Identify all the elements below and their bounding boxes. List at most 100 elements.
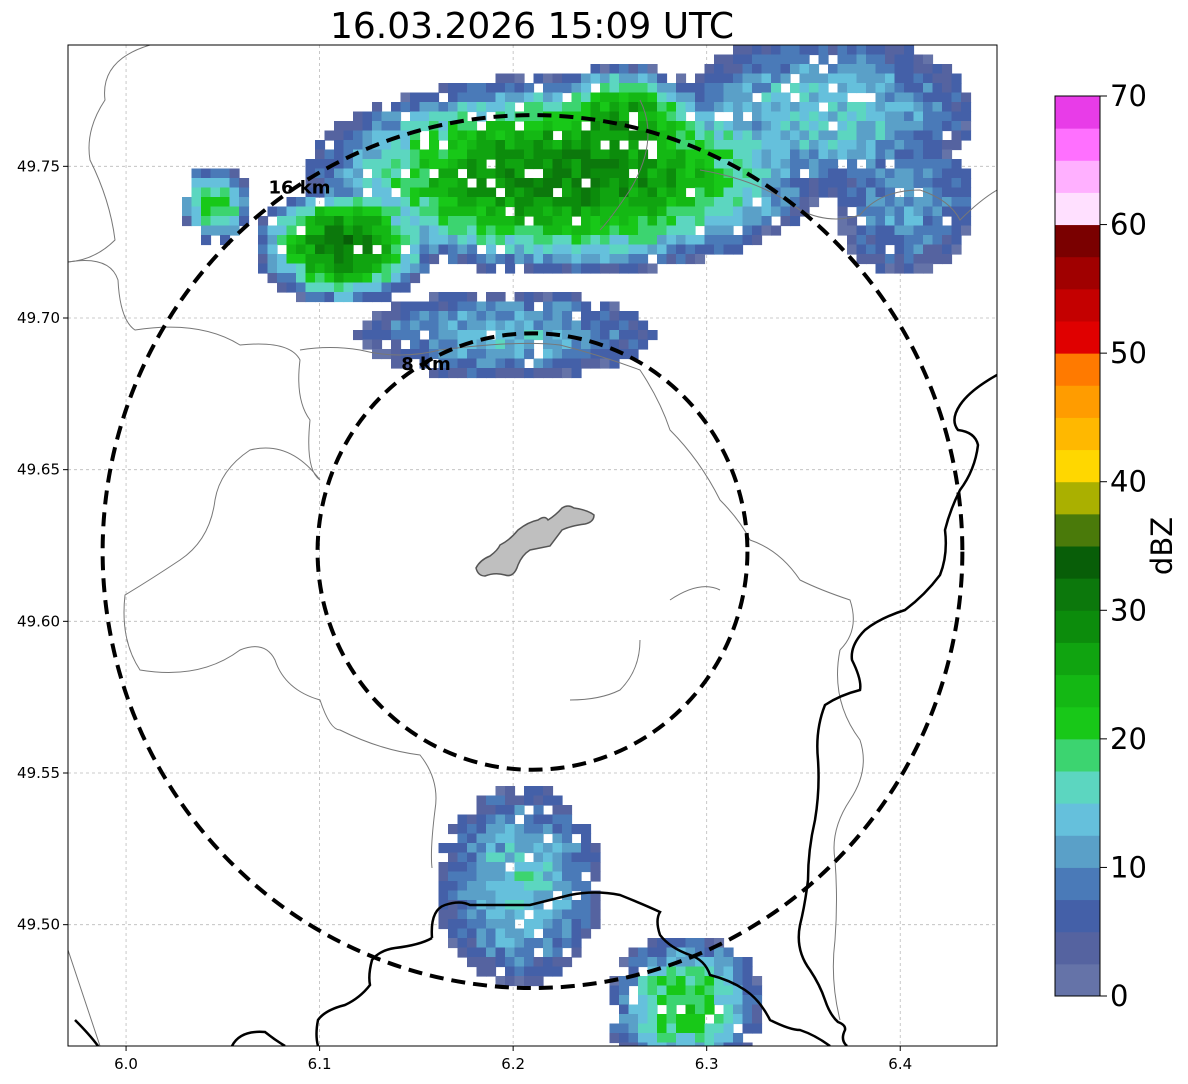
radar-pixel	[809, 92, 820, 103]
radar-pixel	[780, 92, 791, 103]
radar-pixel	[894, 92, 905, 103]
radar-pixel	[828, 187, 839, 198]
radar-pixel	[495, 843, 506, 854]
radar-pixel	[856, 206, 867, 217]
radar-pixel	[438, 178, 449, 189]
radar-pixel	[847, 102, 858, 113]
radar-pixel	[305, 263, 316, 274]
radar-pixel	[448, 919, 459, 930]
y-tick-label: 49.75	[17, 157, 60, 175]
radar-pixel	[410, 263, 421, 274]
colorbar-cell	[1055, 128, 1100, 161]
radar-pixel	[619, 216, 630, 227]
radar-pixel	[704, 64, 715, 75]
radar-pixel	[866, 73, 877, 84]
radar-pixel	[457, 320, 468, 331]
radar-pixel	[866, 140, 877, 151]
radar-pixel	[457, 216, 468, 227]
radar-pixel	[733, 1014, 744, 1025]
radar-pixel	[457, 197, 468, 208]
radar-pixel	[733, 159, 744, 170]
radar-pixel	[505, 263, 516, 274]
radar-pixel	[324, 244, 335, 255]
radar-pixel	[486, 206, 497, 217]
radar-pixel	[438, 121, 449, 132]
radar-pixel	[961, 168, 972, 179]
radar-pixel	[847, 168, 858, 179]
radar-pixel	[742, 130, 753, 141]
radar-pixel	[467, 349, 478, 360]
colorbar-cell	[1055, 353, 1100, 386]
radar-pixel	[457, 349, 468, 360]
radar-pixel	[790, 149, 801, 160]
radar-pixel	[315, 216, 326, 227]
radar-pixel	[875, 206, 886, 217]
radar-pixel	[885, 73, 896, 84]
radar-pixel	[467, 330, 478, 341]
radar-pixel	[543, 358, 554, 369]
radar-pixel	[362, 111, 373, 122]
radar-pixel	[467, 928, 478, 939]
radar-pixel	[486, 301, 497, 312]
radar-pixel	[448, 368, 459, 379]
radar-pixel	[533, 73, 544, 84]
radar-pixel	[191, 197, 202, 208]
radar-pixel	[353, 187, 364, 198]
radar-pixel	[875, 235, 886, 246]
radar-pixel	[913, 140, 924, 151]
radar-pixel	[942, 83, 953, 94]
colorbar-cell	[1055, 288, 1100, 322]
radar-pixel	[771, 168, 782, 179]
radar-pixel	[552, 159, 563, 170]
radar-pixel	[590, 121, 601, 132]
radar-pixel	[714, 92, 725, 103]
radar-pixel	[476, 349, 487, 360]
radar-pixel	[923, 197, 934, 208]
radar-pixel	[543, 102, 554, 113]
radar-pixel	[467, 159, 478, 170]
radar-pixel	[657, 938, 668, 949]
radar-pixel	[524, 149, 535, 160]
radar-pixel	[334, 254, 345, 265]
radar-pixel	[562, 301, 573, 312]
radar-pixel	[723, 168, 734, 179]
radar-pixel	[505, 814, 516, 825]
radar-pixel	[837, 64, 848, 75]
radar-pixel	[856, 197, 867, 208]
radar-pixel	[448, 102, 459, 113]
radar-pixel	[505, 919, 516, 930]
colorbar-tick-label: 30	[1110, 593, 1147, 627]
radar-pixel	[752, 149, 763, 160]
radar-pixel	[809, 73, 820, 84]
radar-pixel	[609, 339, 620, 350]
radar-pixel	[505, 130, 516, 141]
radar-pixel	[486, 235, 497, 246]
radar-pixel	[220, 216, 231, 227]
radar-pixel	[923, 130, 934, 141]
radar-pixel	[495, 140, 506, 151]
radar-pixel	[942, 140, 953, 151]
radar-pixel	[932, 197, 943, 208]
radar-pixel	[486, 852, 497, 863]
radar-pixel	[856, 83, 867, 94]
radar-pixel	[438, 330, 449, 341]
radar-pixel	[742, 1004, 753, 1015]
radar-pixel	[676, 966, 687, 977]
radar-pixel	[818, 92, 829, 103]
radar-pixel	[457, 814, 468, 825]
radar-pixel	[505, 111, 516, 122]
radar-pixel	[923, 225, 934, 236]
radar-pixel	[438, 149, 449, 160]
radar-pixel	[514, 852, 525, 863]
radar-pixel	[495, 833, 506, 844]
radar-pixel	[410, 339, 421, 350]
radar-pixel	[457, 159, 468, 170]
radar-pixel	[495, 871, 506, 882]
radar-pixel	[923, 102, 934, 113]
radar-pixel	[457, 102, 468, 113]
radar-pixel	[942, 187, 953, 198]
radar-pixel	[590, 140, 601, 151]
radar-pixel	[714, 187, 725, 198]
radar-pixel	[647, 73, 658, 84]
radar-pixel	[476, 909, 487, 920]
